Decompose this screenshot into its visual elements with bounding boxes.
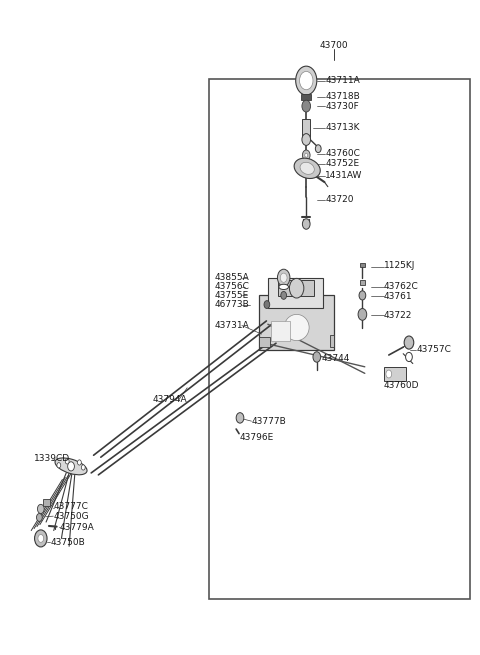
Circle shape <box>406 352 412 362</box>
Bar <box>302 119 310 138</box>
Ellipse shape <box>294 158 320 179</box>
Circle shape <box>77 460 81 465</box>
Ellipse shape <box>279 284 288 290</box>
Bar <box>209 79 470 599</box>
Text: 43722: 43722 <box>384 310 412 320</box>
Bar <box>360 263 365 267</box>
Text: 43711A: 43711A <box>325 76 360 85</box>
Circle shape <box>264 301 270 309</box>
Circle shape <box>68 462 74 471</box>
Text: 43794A: 43794A <box>153 395 187 404</box>
Circle shape <box>281 291 287 299</box>
Text: 43796E: 43796E <box>240 433 274 442</box>
Text: 43700: 43700 <box>319 41 348 50</box>
Text: 43760C: 43760C <box>325 149 360 158</box>
Circle shape <box>302 100 311 112</box>
Bar <box>301 94 311 100</box>
Circle shape <box>302 134 311 145</box>
Text: 43750B: 43750B <box>50 538 85 547</box>
Text: 43755E: 43755E <box>215 291 249 300</box>
Text: 43730F: 43730F <box>325 102 359 111</box>
Circle shape <box>65 458 69 464</box>
Circle shape <box>289 278 304 298</box>
Text: 43756C: 43756C <box>215 282 250 291</box>
Bar <box>330 335 334 347</box>
Circle shape <box>359 291 366 300</box>
Circle shape <box>315 145 321 153</box>
Circle shape <box>404 336 414 349</box>
Text: 43713K: 43713K <box>325 123 360 132</box>
Circle shape <box>280 273 287 282</box>
Text: 43779A: 43779A <box>60 523 95 532</box>
Circle shape <box>37 504 44 514</box>
Text: 43718B: 43718B <box>325 92 360 102</box>
Bar <box>271 321 290 341</box>
Text: 1431AW: 1431AW <box>325 171 363 180</box>
Ellipse shape <box>300 162 314 174</box>
Text: 1339CD: 1339CD <box>34 454 70 463</box>
Ellipse shape <box>284 314 309 341</box>
Bar <box>43 499 50 506</box>
Text: 43762C: 43762C <box>384 282 419 291</box>
Text: 43744: 43744 <box>322 354 350 364</box>
Text: 1125KJ: 1125KJ <box>384 261 415 271</box>
Text: 43761: 43761 <box>384 291 413 301</box>
Text: 43757C: 43757C <box>417 345 452 354</box>
Bar <box>259 337 270 347</box>
Circle shape <box>313 352 321 362</box>
Circle shape <box>358 309 367 320</box>
Circle shape <box>57 462 61 468</box>
Text: 46773B: 46773B <box>215 300 250 309</box>
Text: 43777B: 43777B <box>252 417 287 426</box>
Circle shape <box>35 530 47 547</box>
Circle shape <box>36 514 42 521</box>
Ellipse shape <box>55 458 87 475</box>
Bar <box>278 280 314 296</box>
Bar <box>360 280 365 285</box>
Text: 43777C: 43777C <box>54 502 89 512</box>
Text: 43855A: 43855A <box>215 273 250 282</box>
Text: 43720: 43720 <box>325 195 354 204</box>
Text: 43750G: 43750G <box>54 512 89 521</box>
Bar <box>384 367 406 381</box>
Circle shape <box>277 269 290 286</box>
Bar <box>268 278 323 308</box>
Circle shape <box>302 219 310 229</box>
Bar <box>259 295 334 350</box>
Circle shape <box>236 413 244 423</box>
Circle shape <box>305 153 308 157</box>
Text: 43731A: 43731A <box>215 321 250 330</box>
Text: 43752E: 43752E <box>325 159 360 168</box>
Text: 43760D: 43760D <box>384 381 420 390</box>
Circle shape <box>386 370 392 378</box>
Circle shape <box>300 71 313 90</box>
Circle shape <box>296 66 317 95</box>
Circle shape <box>81 465 85 470</box>
Circle shape <box>302 150 310 160</box>
Circle shape <box>38 534 44 542</box>
